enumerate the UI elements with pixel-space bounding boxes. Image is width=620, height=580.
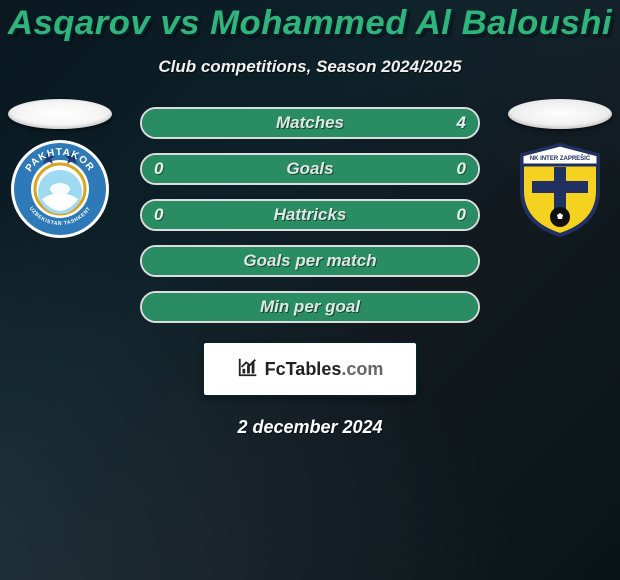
stat-rows: Matches 4 Goals 0 0 Hattricks 0 0 Goals per matc… [140, 107, 480, 323]
source-text: FcTables.com [265, 359, 384, 380]
stat-right-value: 4 [457, 113, 466, 133]
right-club-badge: NK INTER ZAPREŠIĆ [510, 139, 610, 239]
left-player-photo-placeholder [8, 99, 112, 129]
stat-row: Matches 4 [140, 107, 480, 139]
stat-label: Min per goal [260, 297, 360, 317]
stat-label: Goals [286, 159, 333, 179]
source-badge: FcTables.com [202, 341, 418, 397]
stat-row: Hattricks 0 0 [140, 199, 480, 231]
page-subtitle: Club competitions, Season 2024/2025 [0, 57, 620, 77]
stat-row: Goals 0 0 [140, 153, 480, 185]
page-title: Asqarov vs Mohammed Al Baloushi [0, 4, 620, 43]
stat-right-value: 0 [457, 205, 466, 225]
left-player-column: PAKHTAKOR UZBEKISTAN TASHKENT [0, 99, 120, 239]
comparison-card: Asqarov vs Mohammed Al Baloushi Club com… [0, 0, 620, 580]
chart-icon [237, 356, 259, 383]
stats-area: PAKHTAKOR UZBEKISTAN TASHKENT [0, 107, 620, 337]
svg-text:NK INTER ZAPREŠIĆ: NK INTER ZAPREŠIĆ [530, 154, 591, 162]
stat-left-value: 0 [154, 205, 163, 225]
stat-row: Min per goal [140, 291, 480, 323]
stat-left-value: 0 [154, 159, 163, 179]
stat-label: Matches [276, 113, 344, 133]
stat-label: Goals per match [243, 251, 376, 271]
stat-label: Hattricks [274, 205, 347, 225]
right-player-column: NK INTER ZAPREŠIĆ [500, 99, 620, 239]
stat-right-value: 0 [457, 159, 466, 179]
left-club-badge: PAKHTAKOR UZBEKISTAN TASHKENT [10, 139, 110, 239]
right-player-photo-placeholder [508, 99, 612, 129]
date-label: 2 december 2024 [0, 417, 620, 438]
stat-row: Goals per match [140, 245, 480, 277]
